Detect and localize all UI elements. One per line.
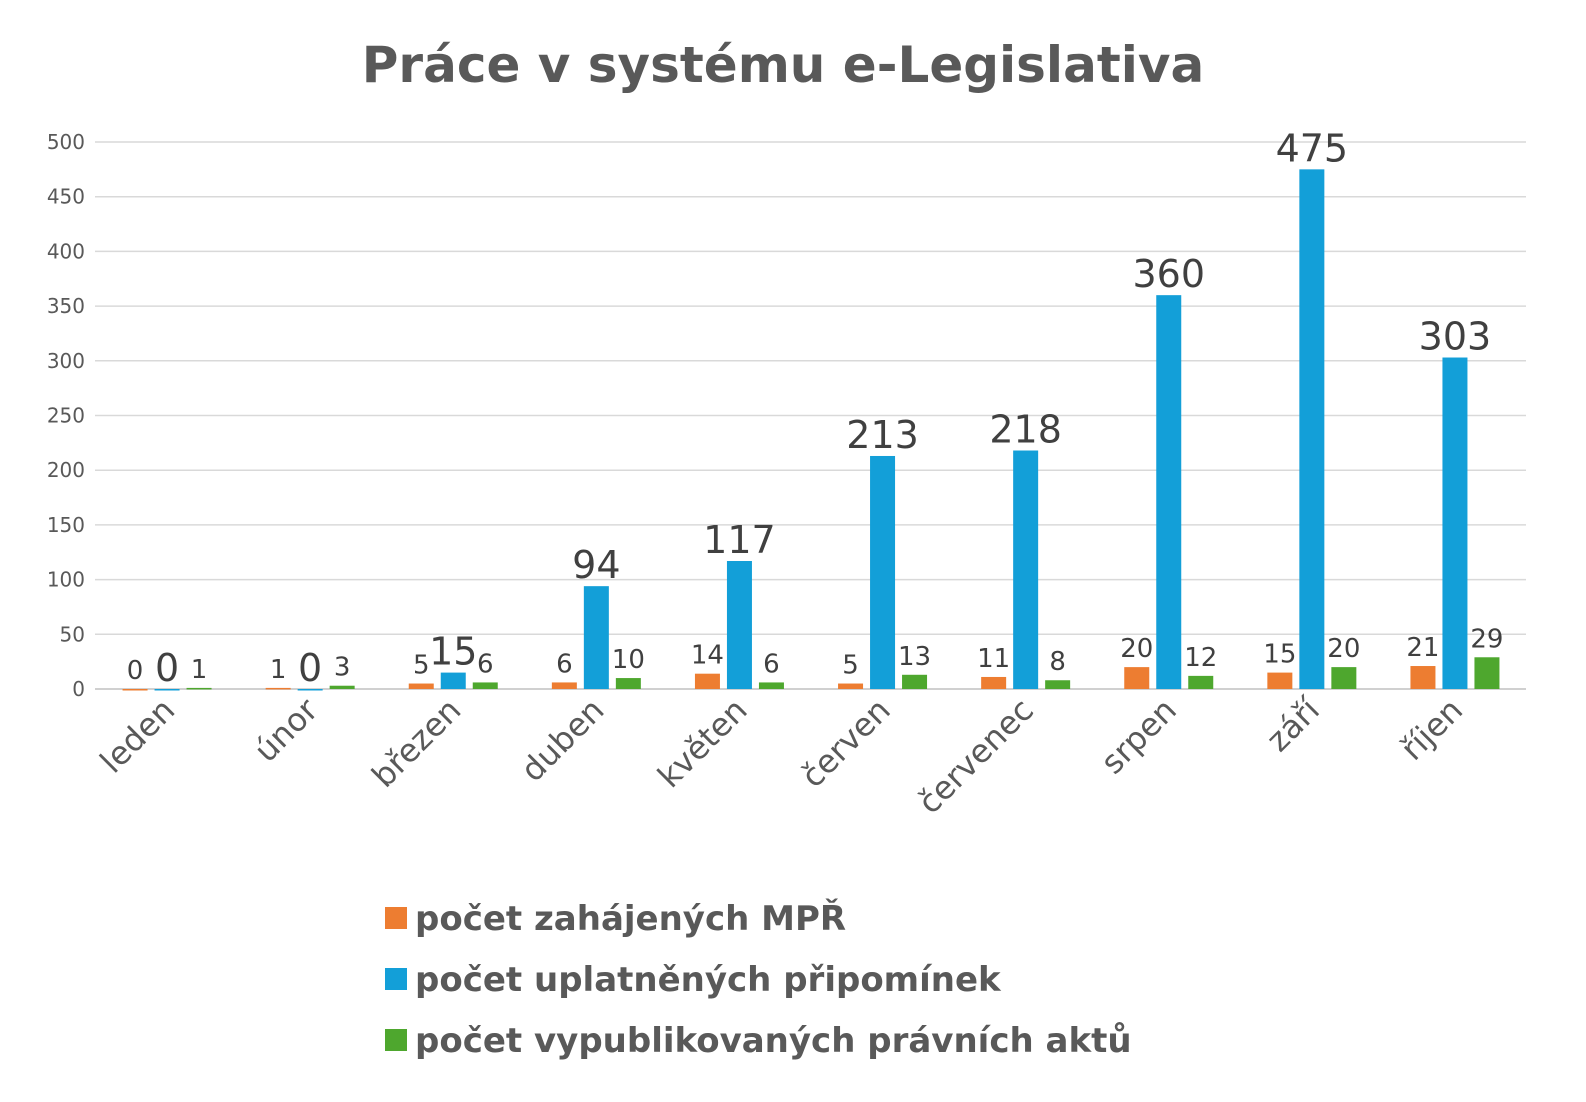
bar [1410,666,1436,689]
bar [1156,295,1182,689]
legend-swatch [385,1029,407,1051]
x-tick-label: březen [364,691,468,795]
data-label: 213 [846,413,919,457]
chart-title: Práce v systému e-Legislativa [362,36,1204,94]
data-label: 360 [1132,252,1205,296]
bar [297,689,323,691]
bar [1013,450,1039,689]
y-tick-label: 200 [47,458,85,482]
bar [551,682,577,689]
bar [1474,657,1500,689]
data-label: 6 [556,649,573,679]
bar [726,561,752,689]
data-label: 0 [127,656,144,686]
bar [583,586,609,689]
bar [694,673,720,689]
bar [122,689,148,691]
y-tick-label: 150 [47,513,85,537]
data-label: 1 [270,655,287,685]
bar [1331,667,1357,689]
legend-swatch [385,907,407,929]
data-label: 13 [898,642,931,672]
data-label: 218 [989,408,1062,452]
data-label: 29 [1470,624,1503,654]
bar [1124,667,1150,689]
data-label: 94 [572,543,620,587]
data-label: 11 [977,644,1010,674]
bar [329,685,355,689]
data-label: 8 [1049,647,1066,677]
x-tick-label: leden [93,691,183,781]
x-tick-label: říjen [1393,691,1470,768]
bar [440,672,466,689]
data-label: 0 [155,646,179,690]
y-tick-label: 100 [47,568,85,592]
x-tick-label: únor [247,690,326,769]
bar [265,687,291,690]
bar [981,676,1007,689]
x-tick-label: srpen [1093,691,1184,782]
data-label: 15 [1263,640,1296,670]
data-label: 15 [429,630,477,674]
data-label: 12 [1184,643,1217,673]
data-label: 6 [763,649,780,679]
bar [838,683,864,689]
data-label: 1 [191,655,208,685]
legend-label: počet zahájených MPŘ [415,898,846,939]
bar [186,687,212,690]
data-label: 117 [703,518,776,562]
bar [870,455,896,689]
data-label: 20 [1120,634,1153,664]
data-label: 5 [413,651,430,681]
data-label: 10 [612,645,645,675]
data-label: 14 [691,641,724,671]
y-tick-label: 50 [60,622,85,646]
y-tick-label: 250 [47,404,85,428]
bar [408,683,434,689]
bar [1299,169,1325,690]
data-label: 6 [477,649,494,679]
bar [1045,680,1071,689]
bar [902,674,928,689]
x-tick-label: červen [794,691,898,795]
y-tick-label: 0 [72,677,85,701]
y-tick-label: 450 [47,185,85,209]
data-label: 21 [1406,633,1439,663]
y-tick-label: 350 [47,294,85,318]
data-label: 475 [1276,126,1349,170]
data-label: 20 [1327,634,1360,664]
y-tick-label: 400 [47,239,85,263]
legend-label: počet uplatněných připomínek [415,960,1002,1000]
bar [758,682,784,689]
y-tick-label: 500 [47,130,85,154]
legend-swatch [385,968,407,990]
data-label: 0 [298,646,322,690]
x-tick-label: duben [513,691,611,789]
y-tick-label: 300 [47,349,85,373]
bar [1442,357,1468,689]
x-tick-label: červenec [910,691,1041,822]
bar [154,689,180,691]
data-label: 5 [842,651,859,681]
bar [1188,675,1214,689]
data-label: 303 [1419,315,1492,359]
bar [472,682,498,689]
bar [615,678,641,689]
data-label: 3 [334,653,351,683]
bar [1267,672,1293,689]
legend-label: počet vypublikovaných právních aktů [415,1021,1132,1061]
x-tick-label: květen [650,691,754,795]
x-tick-label: září [1259,690,1328,759]
